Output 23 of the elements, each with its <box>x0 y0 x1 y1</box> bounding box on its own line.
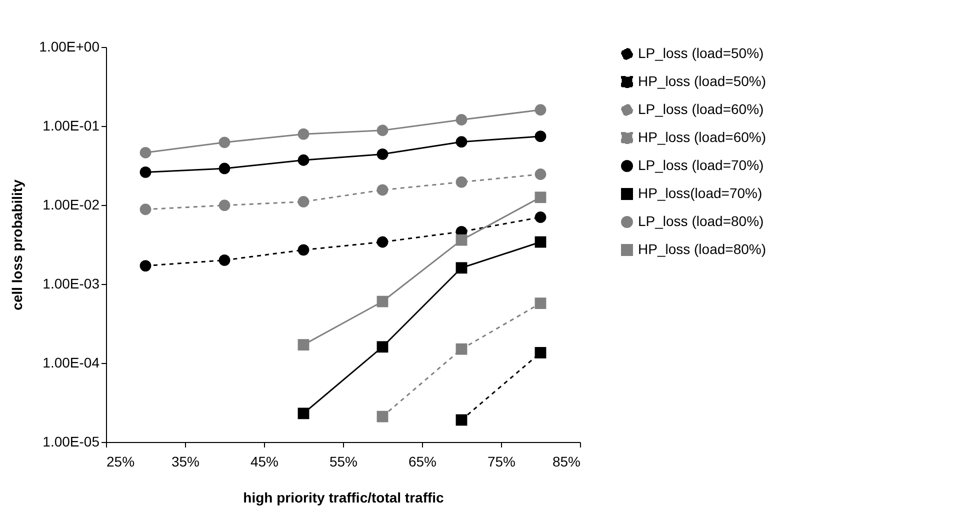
legend-label: LP_loss (load=80%) <box>638 213 764 229</box>
x-tick-label: 65% <box>408 454 437 470</box>
legend-label: HP_loss (load=60%) <box>638 129 766 145</box>
y-tick-label: 1.00E+00 <box>39 38 100 54</box>
x-tick-label: 35% <box>171 454 200 470</box>
y-tick-label: 1.00E-02 <box>42 196 100 212</box>
y-axis-title: cell loss probability <box>9 179 26 310</box>
x-tick-label: 25% <box>106 454 135 470</box>
x-tick-label: 55% <box>329 454 358 470</box>
x-tick-label: 45% <box>250 454 279 470</box>
legend-label: HP_loss(load=70%) <box>638 185 762 201</box>
y-tick-label: 1.00E-03 <box>42 276 100 292</box>
legend-label: LP_loss (load=60%) <box>638 101 764 117</box>
y-tick-label: 1.00E-04 <box>42 354 100 370</box>
legend-label: LP_loss (load=70%) <box>638 157 764 173</box>
y-tick-label: 1.00E-05 <box>42 434 100 450</box>
x-tick-label: 85% <box>552 454 580 470</box>
legend-label: LP_loss (load=50%) <box>638 45 764 61</box>
legend-label: HP_loss (load=80%) <box>638 241 766 257</box>
x-axis-title: high priority traffic/total traffic <box>243 490 444 506</box>
y-tick-label: 1.00E-01 <box>42 118 100 134</box>
legend-label: HP_loss (load=50%) <box>638 73 766 89</box>
x-tick-label: 75% <box>487 454 516 470</box>
